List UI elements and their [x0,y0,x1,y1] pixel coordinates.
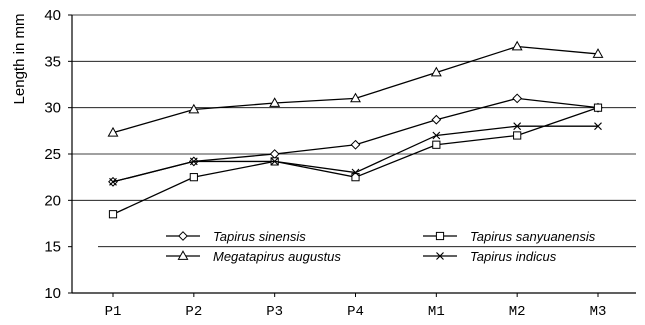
point-tapirus-indicus-P2-b [189,157,198,166]
point-tapirus-indicus-P3 [270,157,279,166]
legend-label-tapirus-sanyuanensis: Tapirus sanyuanensis [470,229,596,244]
point-megatapirus-augustus-M3 [592,48,604,58]
gridlines [72,14,636,248]
x-tick-label-P4: P4 [347,304,364,320]
x-tick-label-M1: M1 [428,304,445,320]
point-megatapirus-augustus-P1 [107,126,119,137]
point-tapirus-indicus-P3-b [270,157,279,166]
legend: Tapirus sinensis Megatapirus augustus Tapi… [166,229,596,264]
series-line-tapirus-sanyuanensis [112,107,599,215]
x-tick-labels: P1 P2 P3 P4 M1 M2 M3 [105,293,607,320]
x-tick-label-P2: P2 [185,304,202,320]
y-tick-labels: 10 15 20 25 30 35 40 [44,7,72,302]
point-tapirus-sanyuanensis-M3 [593,103,603,112]
series-tapirus-sanyuanensis [108,103,603,219]
point-tapirus-indicus-M1-b [432,131,441,140]
point-tapirus-indicus-M3-b [594,122,602,131]
point-tapirus-indicus-M3 [594,122,602,131]
point-megatapirus-augustus-M1 [430,66,442,77]
legend-label-tapirus-indicus: Tapirus indicus [470,249,557,264]
legend-item-tapirus-indicus: Tapirus indicus [423,249,557,264]
legend-marker-megatapirus-augustus [177,250,189,260]
y-tick-label-40: 40 [44,7,61,24]
point-tapirus-indicus-M2 [513,122,522,131]
point-megatapirus-augustus-P4 [350,92,361,103]
series-tapirus-indicus [109,122,602,186]
x-tick-label-M2: M2 [509,304,526,320]
legend-marker-tapirus-sanyuanensis [435,231,445,241]
y-axis-title: Length in mm [11,14,28,105]
point-tapirus-indicus-P2 [189,157,198,166]
point-tapirus-sanyuanensis-P2 [189,173,198,182]
point-tapirus-indicus-P1-b [109,177,117,186]
legend-item-megatapirus-augustus: Megatapirus augustus [166,249,341,264]
legend-label-megatapirus-augustus: Megatapirus augustus [213,249,341,264]
point-tapirus-sinensis-P3 [269,149,280,159]
point-tapirus-sinensis-M2 [512,93,523,104]
point-tapirus-sanyuanensis-P1 [108,210,118,219]
point-tapirus-sanyuanensis-M1 [432,140,441,149]
point-tapirus-sanyuanensis-P4 [351,173,360,182]
x-tick-label-M3: M3 [590,304,607,320]
series-line-megatapirus-augustus [112,45,599,134]
legend-marker-tapirus-sinensis [178,231,188,241]
legend-marker-tapirus-indicus-b [436,252,444,260]
y-tick-label-10: 10 [44,285,61,302]
point-megatapirus-augustus-M2 [511,40,523,51]
y-tick-label-20: 20 [44,192,61,209]
x-tick-label-P3: P3 [266,304,283,320]
point-tapirus-sinensis-M1 [431,114,442,125]
legend-item-tapirus-sanyuanensis: Tapirus sanyuanensis [423,229,596,244]
point-tapirus-indicus-M1 [432,131,441,140]
y-tick-label-30: 30 [44,100,61,117]
y-tick-label-15: 15 [44,239,61,256]
y-tick-label-25: 25 [44,146,61,163]
point-tapirus-sinensis-P4 [350,139,361,150]
point-megatapirus-augustus-P2 [188,103,200,114]
y-tick-label-35: 35 [44,53,61,70]
legend-item-tapirus-sinensis: Tapirus sinensis [166,229,306,244]
x-tick-label-P1: P1 [105,304,122,320]
point-tapirus-indicus-P4 [351,168,360,177]
point-tapirus-sanyuanensis-M2 [513,131,522,140]
point-megatapirus-augustus-P3 [269,97,281,107]
point-tapirus-indicus-P1 [109,177,117,186]
legend-marker-tapirus-indicus [436,252,444,260]
legend-label-tapirus-sinensis: Tapirus sinensis [213,229,306,244]
series-megatapirus-augustus [107,40,604,137]
point-tapirus-indicus-M2-b [513,122,522,131]
point-tapirus-indicus-P4-b [351,168,360,177]
